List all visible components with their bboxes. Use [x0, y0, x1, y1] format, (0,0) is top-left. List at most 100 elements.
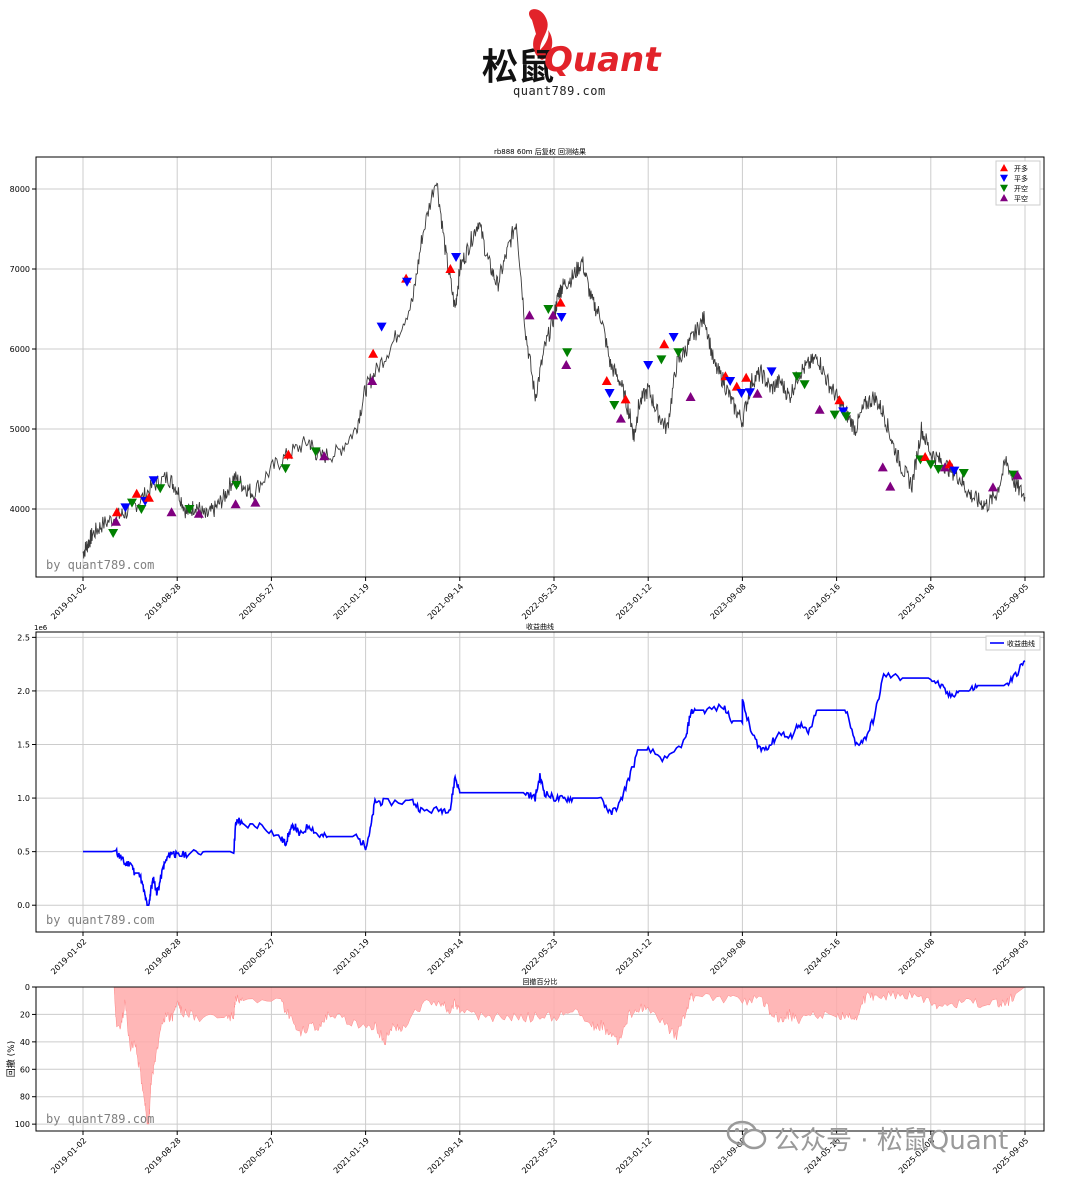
signal-marker-close-long	[120, 503, 131, 513]
chart-title: 收益曲线	[526, 622, 554, 631]
x-tick-label: 2023-01-12	[614, 582, 653, 621]
legend-marker	[1000, 164, 1008, 172]
legend-label: 收益曲线	[1007, 639, 1035, 648]
signal-marker-close-short	[885, 481, 896, 491]
signal-marker-open-long	[131, 488, 142, 498]
signal-marker-close-short	[561, 360, 572, 369]
x-tick-label: 2021-01-19	[332, 582, 371, 621]
y-tick-label: 5000	[10, 425, 30, 434]
y-offset-label: 1e6	[34, 624, 48, 632]
x-tick-label: 2019-08-28	[143, 582, 182, 621]
signal-marker-close-long	[556, 313, 567, 322]
y-tick-label: 2.0	[17, 687, 30, 696]
signal-marker-close-long	[949, 466, 960, 476]
signal-marker-open-short	[155, 484, 166, 494]
legend-marker	[1000, 184, 1008, 192]
signal-marker-close-short	[367, 376, 378, 385]
y-axis-label: 回撤 (%)	[5, 1041, 17, 1077]
signal-marker-open-short	[792, 372, 803, 382]
x-tick-label: 2024-05-16	[803, 937, 842, 976]
signal-marker-close-long	[668, 333, 679, 342]
signal-marker-close-long	[725, 377, 736, 386]
y-tick-label: 4000	[10, 505, 30, 514]
signal-marker-open-short	[673, 348, 684, 358]
signal-marker-open-long	[445, 264, 456, 273]
signal-marker-close-short	[685, 392, 696, 401]
signal-marker-open-short	[925, 460, 936, 470]
signal-marker-open-long	[620, 394, 631, 404]
x-tick-label: 2021-01-19	[332, 1136, 371, 1175]
signal-marker-open-long	[143, 492, 154, 502]
signal-marker-open-long	[555, 297, 566, 307]
plot-border	[35, 156, 1045, 578]
signal-marker-open-short	[136, 505, 147, 514]
y-tick-label: 60	[20, 1065, 30, 1074]
x-tick-label: 2025-09-05	[991, 937, 1030, 976]
signal-marker-open-short	[958, 469, 969, 478]
signal-marker-close-long	[766, 367, 777, 377]
x-tick-label: 2019-01-02	[49, 1136, 88, 1175]
signal-marker-open-long	[731, 381, 742, 391]
signal-marker-open-long	[601, 376, 612, 385]
signal-marker-open-long	[283, 449, 294, 459]
signal-marker-close-short	[939, 462, 950, 472]
signal-marker-open-short	[108, 529, 119, 538]
brand-url: quant789.com	[513, 84, 606, 98]
signal-marker-open-short	[656, 355, 667, 365]
y-tick-label: 20	[20, 1010, 30, 1019]
signal-marker-open-long	[111, 507, 122, 517]
signal-marker-close-short	[548, 310, 559, 320]
legend-label: 开多	[1014, 164, 1028, 173]
signal-marker-close-short	[752, 388, 763, 398]
signal-marker-close-short	[987, 482, 998, 492]
brand-name-cn: 松鼠	[482, 47, 555, 88]
x-tick-label: 2019-01-02	[49, 937, 88, 976]
x-tick-label: 2025-01-08	[897, 937, 936, 976]
signal-marker-open-short	[184, 505, 195, 514]
signal-marker-open-long	[659, 339, 670, 349]
signal-marker-open-short	[126, 498, 137, 508]
x-tick-label: 2021-09-14	[426, 937, 465, 976]
signal-marker-close-long	[643, 361, 654, 370]
signal-marker-open-long	[741, 372, 752, 382]
chart-title: rb888 60m 后复权 回测结果	[494, 147, 586, 156]
signal-marker-open-long	[920, 452, 931, 461]
x-tick-label: 2022-05-23	[520, 582, 559, 621]
y-tick-label: 7000	[10, 265, 30, 274]
legend-label: 开空	[1014, 184, 1028, 193]
signal-marker-open-short	[280, 464, 291, 474]
signal-marker-close-short	[319, 451, 330, 461]
signal-marker-close-short	[814, 404, 825, 414]
signal-marker-close-short	[250, 497, 261, 507]
signal-marker-open-short	[310, 447, 321, 457]
drawdown-area	[83, 986, 1026, 1125]
signal-marker-close-short	[524, 310, 535, 320]
signal-marker-open-short	[231, 481, 242, 490]
brand-name-en: Quant	[544, 40, 661, 80]
y-tick-label: 8000	[10, 185, 30, 194]
legend-marker	[1000, 194, 1008, 202]
x-tick-label: 2024-05-16	[803, 582, 842, 621]
x-tick-label: 2023-09-08	[709, 582, 748, 621]
signal-marker-close-short	[1012, 470, 1023, 480]
x-tick-label: 2025-01-08	[897, 582, 936, 621]
signal-marker-close-short	[110, 516, 121, 526]
signal-marker-close-short	[877, 462, 888, 472]
x-tick-label: 2023-09-08	[709, 937, 748, 976]
chart-panel-2: 2019-01-02 2019-08-28 2020-05-27 2021-01-19…	[17, 622, 1045, 976]
signal-marker-close-short	[166, 507, 177, 517]
signal-marker-close-long	[744, 388, 755, 398]
equity-line	[83, 660, 1026, 907]
signal-marker-close-long	[402, 277, 413, 287]
y-tick-label: 1.5	[17, 741, 30, 750]
x-tick-label: 2019-08-28	[143, 937, 182, 976]
signal-marker-open-short	[841, 412, 852, 422]
signal-marker-close-long	[376, 322, 387, 332]
x-tick-label: 2020-05-27	[238, 1136, 277, 1175]
signal-marker-close-long	[451, 253, 462, 262]
corner-watermark: by quant789.com	[46, 1112, 154, 1126]
signal-marker-open-short	[799, 380, 810, 390]
y-tick-label: 1.0	[17, 794, 30, 803]
y-tick-label: 80	[20, 1093, 30, 1102]
